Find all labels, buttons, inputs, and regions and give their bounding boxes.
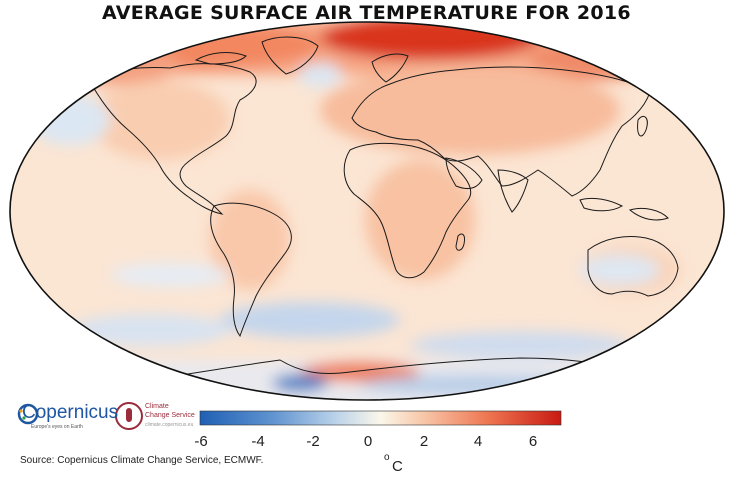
coastlines [87, 36, 709, 381]
colorbar-tick: 4 [473, 433, 483, 450]
page-title: AVERAGE SURFACE AIR TEMPERATURE FOR 2016 [102, 2, 631, 24]
c3s-line1: Climate [145, 403, 169, 410]
globe-outline [9, 21, 725, 401]
c3s-line2: Change Service [145, 412, 195, 419]
colorbar [199, 410, 562, 426]
colorbar-tick: -6 [194, 433, 208, 450]
c3s-logo [115, 402, 143, 430]
colorbar-tick: 0 [363, 433, 373, 450]
copernicus-logo [17, 403, 39, 425]
c3s-url: climate.copernicus.eu [145, 422, 194, 428]
copernicus-wordmark: Copernicus [22, 402, 119, 423]
colorbar-tick: 2 [419, 433, 429, 450]
unit-label: C [392, 458, 403, 475]
source-credit: Source: Copernicus Climate Change Servic… [20, 455, 264, 466]
colorbar-tick: -4 [251, 433, 265, 450]
colorbar-tick: 6 [528, 433, 538, 450]
colorbar-tick: -2 [306, 433, 320, 450]
unit-degree-sign: o [384, 452, 390, 463]
copernicus-tagline: Europe's eyes on Earth [31, 424, 83, 430]
